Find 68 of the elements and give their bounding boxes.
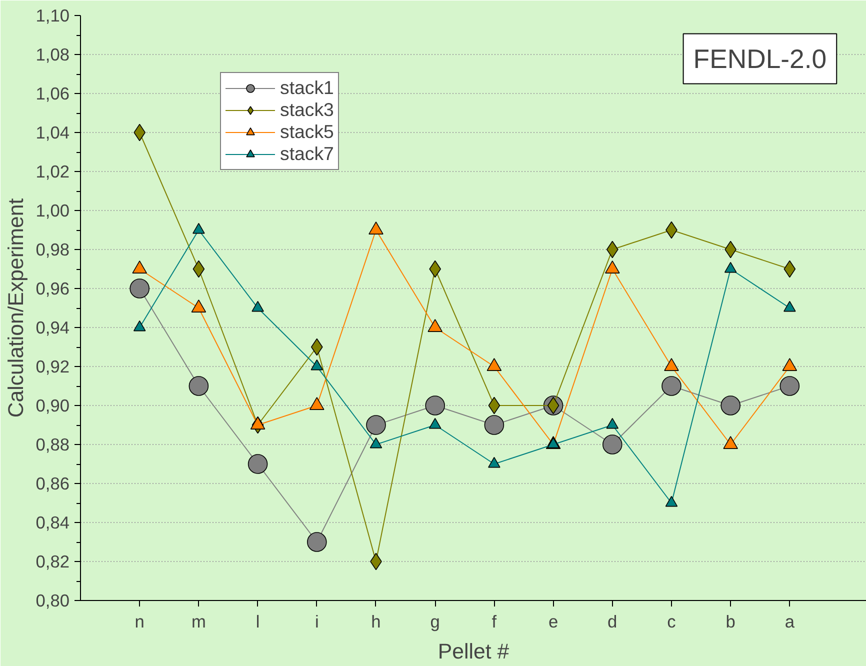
x-tick-label: g — [430, 612, 440, 632]
point — [191, 300, 206, 312]
x-tick-label: l — [256, 612, 260, 632]
legend-label: stack1 — [280, 77, 334, 99]
y-tick-label: 1,02 — [36, 162, 70, 182]
x-tick-label: n — [134, 612, 144, 632]
y-tick-label: 0,80 — [36, 590, 70, 610]
point — [604, 260, 620, 274]
point — [428, 418, 442, 429]
point — [370, 437, 382, 448]
point — [720, 396, 740, 416]
point — [368, 222, 384, 234]
point — [310, 359, 324, 370]
y-tick-label: 1,08 — [36, 44, 70, 64]
point — [425, 396, 445, 416]
y-axis-title: Calculation/Experiment — [4, 198, 28, 418]
point — [662, 376, 682, 396]
y-tick-label: 1,00 — [36, 200, 70, 220]
point — [132, 260, 147, 274]
y-tick-label: 0,90 — [36, 396, 70, 416]
y-tick-label: 0,88 — [36, 434, 70, 454]
x-tick-label: i — [314, 612, 319, 632]
legend-label: stack5 — [280, 121, 334, 143]
point — [606, 418, 619, 429]
x-tick-label: m — [191, 612, 206, 632]
y-tick-label: 0,82 — [36, 552, 70, 572]
y-tick-label: 0,86 — [36, 474, 70, 494]
x-tick-label: d — [608, 612, 618, 632]
y-tick-label: 0,96 — [36, 278, 70, 298]
x-tick-label: f — [492, 612, 497, 632]
x-tick-label: c — [667, 612, 676, 632]
x-axis-title: Pellet # — [438, 640, 510, 664]
y-tick-label: 0,84 — [36, 512, 70, 532]
point — [252, 300, 264, 312]
point — [665, 496, 678, 507]
y-tick-label: 0,92 — [36, 356, 70, 376]
point — [484, 415, 504, 435]
y-tick-label: 1,10 — [36, 6, 70, 26]
x-tick-label: e — [548, 612, 558, 632]
point — [306, 532, 327, 552]
point — [664, 358, 679, 371]
point — [250, 416, 266, 430]
annotation: FENDL-2.0 — [693, 44, 827, 74]
point — [780, 376, 800, 396]
point — [782, 358, 798, 371]
x-tick-label: b — [726, 612, 736, 632]
x-tick-label: a — [784, 612, 795, 632]
point — [248, 454, 268, 474]
y-tick-label: 1,04 — [36, 122, 70, 142]
point — [130, 278, 150, 298]
point — [133, 320, 146, 332]
y-tick-label: 0,94 — [36, 318, 70, 338]
x-tick-label: h — [371, 612, 381, 632]
legend-label: stack7 — [280, 143, 334, 165]
y-tick-label: 1,06 — [36, 84, 70, 104]
point — [602, 434, 622, 454]
point — [488, 456, 500, 468]
point — [724, 262, 737, 273]
point — [784, 300, 796, 312]
point — [486, 358, 502, 371]
point — [309, 397, 324, 410]
y-tick-label: 0,98 — [36, 240, 70, 260]
point — [428, 319, 442, 332]
point — [366, 415, 386, 435]
legend-label: stack3 — [280, 99, 334, 121]
point — [723, 436, 738, 449]
point — [192, 222, 205, 234]
point — [188, 376, 209, 396]
